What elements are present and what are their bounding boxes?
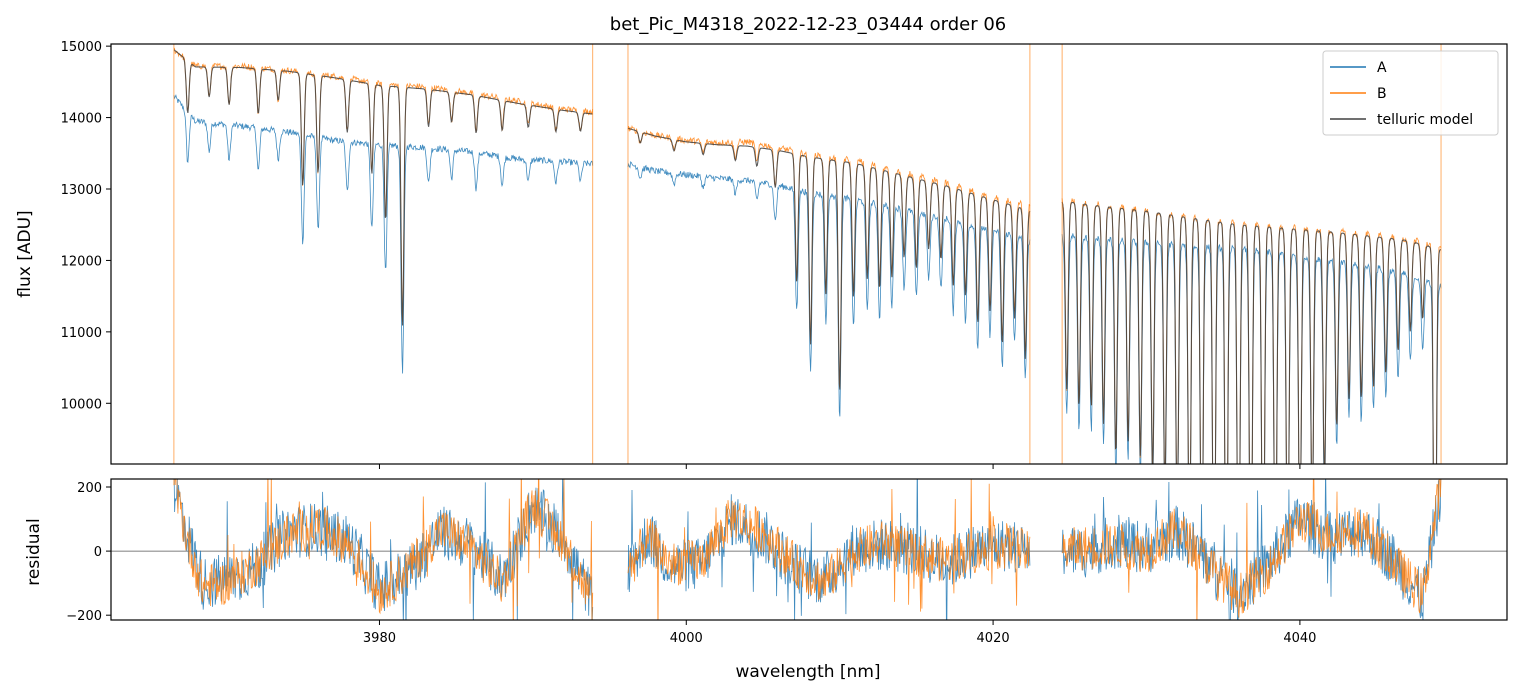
- legend-label-telluric-model: telluric model: [1377, 112, 1473, 128]
- series-b-line: [173, 479, 594, 620]
- flux-axes-frame: [110, 43, 1508, 465]
- legend-label-b: B: [1377, 86, 1387, 102]
- y-tick-label: 0: [94, 545, 102, 560]
- legend-label-a: A: [1377, 60, 1387, 76]
- residual-x-ticks: 3980 4000 4020 4040: [363, 620, 1316, 646]
- series-telluric-model-line: [173, 49, 593, 326]
- y-tick-label: 15000: [61, 40, 102, 55]
- series-a-line: [173, 94, 594, 374]
- series-a-line: [627, 161, 1031, 417]
- x-tick-label: 4020: [977, 631, 1010, 646]
- legend-box: [1322, 50, 1499, 136]
- y-tick-label: −200: [66, 609, 102, 624]
- residual-plot-area: [111, 479, 1507, 620]
- y-tick-label: 11000: [61, 326, 102, 341]
- y-tick-label: 14000: [61, 112, 102, 127]
- residual-y-axis-label: residual: [24, 518, 44, 585]
- residual-axes-frame: [110, 478, 1508, 621]
- flux-y-ticks: 10000 11000 12000 13000 14000 15000: [61, 40, 111, 412]
- flux-panel: 10000 11000 12000 13000 14000 15000 flux [ADU…: [15, 40, 1508, 469]
- flux-x-ticks: [378, 464, 1301, 469]
- legend: A B telluric model: [1322, 50, 1499, 136]
- chart-title: bet_Pic_M4318_2022-12-23_03444 order 06: [610, 14, 1006, 35]
- x-tick-label: 3980: [363, 631, 396, 646]
- series-telluric-model-line: [627, 127, 1031, 390]
- y-tick-label: 200: [77, 481, 102, 496]
- x-axis-label: wavelength [nm]: [735, 662, 880, 682]
- residual-y-ticks: 200 0 −200: [66, 481, 111, 624]
- series-b-line: [1062, 479, 1442, 620]
- series-b-line: [627, 479, 1031, 620]
- y-tick-label: 12000: [61, 254, 102, 269]
- y-tick-label: 13000: [61, 183, 102, 198]
- series-telluric-model-line: [1061, 201, 1441, 464]
- flux-plot-area: [173, 44, 1442, 464]
- x-tick-label: 4000: [670, 631, 703, 646]
- flux-y-axis-label: flux [ADU]: [15, 210, 35, 297]
- y-tick-label: 10000: [61, 397, 102, 412]
- residual-panel: 200 0 −200 3980 4000 4020 4040 residual: [24, 478, 1508, 646]
- x-tick-label: 4040: [1283, 631, 1316, 646]
